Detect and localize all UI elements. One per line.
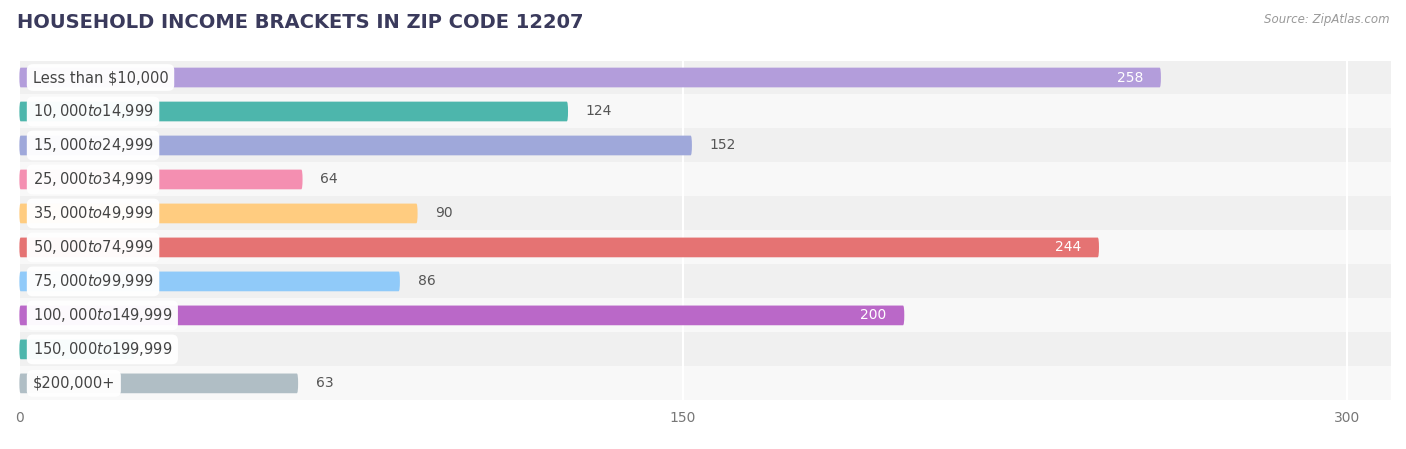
Text: 244: 244 — [1054, 240, 1081, 255]
Text: $150,000 to $199,999: $150,000 to $199,999 — [32, 340, 172, 358]
FancyBboxPatch shape — [20, 366, 1391, 401]
Text: 63: 63 — [316, 376, 333, 390]
Text: 26: 26 — [152, 343, 170, 357]
FancyBboxPatch shape — [20, 136, 692, 155]
FancyBboxPatch shape — [20, 61, 1391, 94]
Text: $10,000 to $14,999: $10,000 to $14,999 — [32, 102, 153, 120]
FancyBboxPatch shape — [20, 306, 904, 325]
FancyBboxPatch shape — [20, 299, 1391, 332]
FancyBboxPatch shape — [20, 230, 1391, 264]
Text: HOUSEHOLD INCOME BRACKETS IN ZIP CODE 12207: HOUSEHOLD INCOME BRACKETS IN ZIP CODE 12… — [17, 13, 583, 32]
FancyBboxPatch shape — [20, 203, 418, 223]
Text: 258: 258 — [1116, 70, 1143, 84]
Text: 86: 86 — [418, 274, 436, 288]
Text: $35,000 to $49,999: $35,000 to $49,999 — [32, 204, 153, 222]
Text: $25,000 to $34,999: $25,000 to $34,999 — [32, 171, 153, 189]
FancyBboxPatch shape — [20, 264, 1391, 299]
Text: 90: 90 — [436, 207, 453, 220]
Text: 200: 200 — [860, 308, 887, 322]
Text: 64: 64 — [321, 172, 337, 186]
FancyBboxPatch shape — [20, 332, 1391, 366]
Text: $200,000+: $200,000+ — [32, 376, 115, 391]
Text: Less than $10,000: Less than $10,000 — [32, 70, 169, 85]
FancyBboxPatch shape — [20, 272, 399, 291]
FancyBboxPatch shape — [20, 68, 1161, 88]
Text: $50,000 to $74,999: $50,000 to $74,999 — [32, 238, 153, 256]
FancyBboxPatch shape — [20, 101, 568, 121]
Text: $15,000 to $24,999: $15,000 to $24,999 — [32, 136, 153, 154]
FancyBboxPatch shape — [20, 94, 1391, 128]
FancyBboxPatch shape — [20, 238, 1099, 257]
FancyBboxPatch shape — [20, 197, 1391, 230]
Text: 152: 152 — [710, 138, 735, 153]
FancyBboxPatch shape — [20, 128, 1391, 163]
FancyBboxPatch shape — [20, 339, 135, 359]
Text: $75,000 to $99,999: $75,000 to $99,999 — [32, 273, 153, 291]
Text: $100,000 to $149,999: $100,000 to $149,999 — [32, 306, 172, 324]
FancyBboxPatch shape — [20, 374, 298, 393]
Text: 124: 124 — [586, 105, 612, 119]
Text: Source: ZipAtlas.com: Source: ZipAtlas.com — [1264, 13, 1389, 26]
FancyBboxPatch shape — [20, 163, 1391, 197]
FancyBboxPatch shape — [20, 170, 302, 189]
